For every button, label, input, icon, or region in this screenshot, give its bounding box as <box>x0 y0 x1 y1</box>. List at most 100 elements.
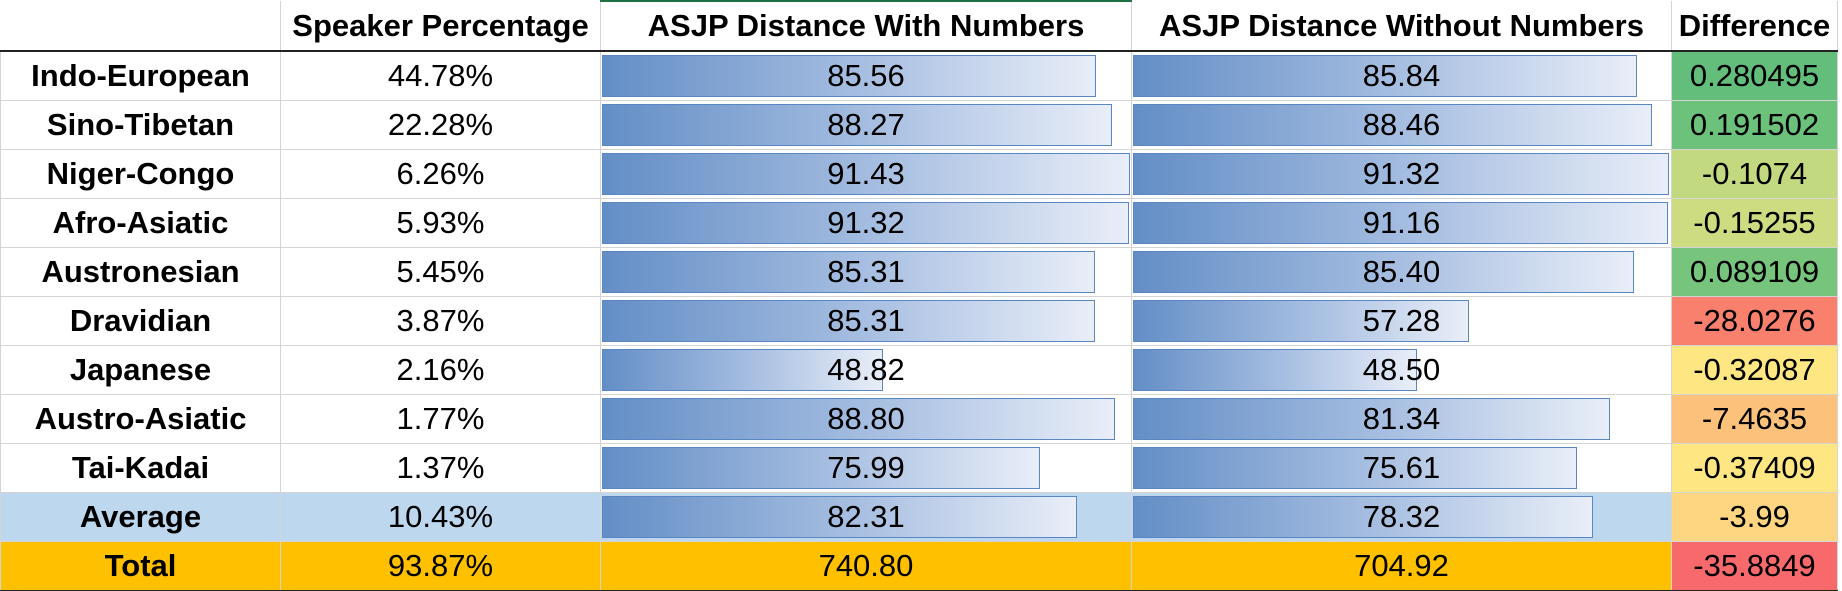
data-bar-cell[interactable]: 85.31 <box>600 296 1132 346</box>
data-bar <box>602 300 1095 342</box>
data-bar-cell[interactable]: 75.99 <box>600 443 1132 493</box>
table-row: Sino-Tibetan 22.28% 88.27 88.46 0.191502 <box>0 100 1838 150</box>
language-family-cell[interactable]: Tai-Kadai <box>0 443 281 493</box>
cell-value: 82.31 <box>827 499 905 534</box>
data-bar-cell[interactable]: 75.61 <box>1131 443 1672 493</box>
language-family-cell[interactable]: Indo-European <box>0 50 281 101</box>
data-bar-cell[interactable]: 48.82 <box>600 345 1132 395</box>
cell-value: 85.31 <box>827 254 905 289</box>
difference-cell[interactable]: -7.4635 <box>1671 394 1838 444</box>
header-cell-with-numbers[interactable]: ASJP Distance With Numbers <box>600 0 1132 52</box>
language-family-cell[interactable]: Afro-Asiatic <box>0 198 281 248</box>
speaker-percentage-cell[interactable]: 22.28% <box>280 100 601 150</box>
data-bar <box>1133 349 1417 391</box>
data-bar-cell[interactable]: 88.80 <box>600 394 1132 444</box>
cell-value: 88.27 <box>827 107 905 142</box>
language-family-cell[interactable]: Austronesian <box>0 247 281 297</box>
cell-value: 78.32 <box>1362 499 1441 534</box>
data-bar <box>602 349 884 391</box>
cell-value: 88.46 <box>1362 107 1441 142</box>
cell-value: 48.50 <box>1362 352 1441 387</box>
data-bar-cell[interactable]: 91.32 <box>1131 149 1672 199</box>
data-bar <box>602 104 1112 146</box>
average-difference-cell[interactable]: -3.99 <box>1671 492 1838 542</box>
cell-value: 88.80 <box>827 401 905 436</box>
data-bar-cell[interactable]: 57.28 <box>1131 296 1672 346</box>
data-bar-cell[interactable]: 91.43 <box>600 149 1132 199</box>
total-with-numbers-cell[interactable]: 740.80 <box>600 541 1132 591</box>
cell-value: 91.32 <box>827 205 905 240</box>
table-row: Dravidian 3.87% 85.31 57.28 -28.0276 <box>0 296 1838 346</box>
total-without-numbers-cell[interactable]: 704.92 <box>1131 541 1672 591</box>
table-row: Afro-Asiatic 5.93% 91.32 91.16 -0.15255 <box>0 198 1838 248</box>
cell-value: 85.56 <box>827 58 905 93</box>
header-cell-blank[interactable] <box>0 1 281 52</box>
cell-value: 91.32 <box>1362 156 1441 191</box>
language-family-cell[interactable]: Austro-Asiatic <box>0 394 281 444</box>
data-bar-cell[interactable]: 85.40 <box>1131 247 1672 297</box>
header-cell-speaker-percentage[interactable]: Speaker Percentage <box>280 1 601 52</box>
language-family-cell[interactable]: Japanese <box>0 345 281 395</box>
data-bar-cell[interactable]: 78.32 <box>1131 492 1672 542</box>
data-bar-cell[interactable]: 85.84 <box>1131 50 1672 101</box>
language-family-cell[interactable]: Dravidian <box>0 296 281 346</box>
data-bar <box>1133 398 1611 440</box>
language-family-cell[interactable]: Sino-Tibetan <box>0 100 281 150</box>
data-bar <box>1133 104 1653 146</box>
speaker-percentage-cell[interactable]: 3.87% <box>280 296 601 346</box>
average-speaker-cell[interactable]: 10.43% <box>280 492 601 542</box>
language-family-cell[interactable]: Niger-Congo <box>0 149 281 199</box>
data-bar <box>602 153 1130 195</box>
cell-value: 75.61 <box>1362 450 1441 485</box>
data-bar <box>602 55 1096 97</box>
average-label-cell[interactable]: Average <box>0 492 281 542</box>
data-bar <box>1133 202 1669 244</box>
total-speaker-cell[interactable]: 93.87% <box>280 541 601 591</box>
header-row: Speaker Percentage ASJP Distance With Nu… <box>0 0 1838 52</box>
header-cell-without-numbers[interactable]: ASJP Distance Without Numbers <box>1131 1 1672 52</box>
data-bar-cell[interactable]: 82.31 <box>600 492 1132 542</box>
difference-cell[interactable]: 0.089109 <box>1671 247 1838 297</box>
cell-value: 85.84 <box>1362 58 1441 93</box>
speaker-percentage-cell[interactable]: 2.16% <box>280 345 601 395</box>
data-bar-cell[interactable]: 48.50 <box>1131 345 1672 395</box>
cell-value: 91.16 <box>1362 205 1441 240</box>
difference-cell[interactable]: -0.15255 <box>1671 198 1838 248</box>
speaker-percentage-cell[interactable]: 6.26% <box>280 149 601 199</box>
table-row: Tai-Kadai 1.37% 75.99 75.61 -0.37409 <box>0 443 1838 493</box>
difference-cell[interactable]: -0.32087 <box>1671 345 1838 395</box>
header-cell-difference[interactable]: Difference <box>1671 1 1838 52</box>
total-difference-cell[interactable]: -35.8849 <box>1671 541 1838 591</box>
speaker-percentage-cell[interactable]: 1.77% <box>280 394 601 444</box>
speaker-percentage-cell[interactable]: 5.45% <box>280 247 601 297</box>
data-bar-cell[interactable]: 81.34 <box>1131 394 1672 444</box>
data-bar <box>1133 251 1635 293</box>
table-row: Niger-Congo 6.26% 91.43 91.32 -0.1074 <box>0 149 1838 199</box>
cell-value: 85.31 <box>827 303 905 338</box>
table-row: Indo-European 44.78% 85.56 85.84 0.28049… <box>0 50 1838 101</box>
difference-cell[interactable]: -0.37409 <box>1671 443 1838 493</box>
difference-cell[interactable]: 0.191502 <box>1671 100 1838 150</box>
speaker-percentage-cell[interactable]: 1.37% <box>280 443 601 493</box>
data-bar-cell[interactable]: 85.56 <box>600 50 1132 101</box>
data-bar <box>1133 496 1593 538</box>
data-bar <box>602 447 1041 489</box>
data-bar-cell[interactable]: 91.32 <box>600 198 1132 248</box>
total-label-cell[interactable]: Total <box>0 541 281 591</box>
difference-cell[interactable]: 0.280495 <box>1671 50 1838 101</box>
data-bar-cell[interactable]: 88.46 <box>1131 100 1672 150</box>
speaker-percentage-cell[interactable]: 44.78% <box>280 50 601 101</box>
data-bar <box>1133 300 1469 342</box>
cell-value: 91.43 <box>827 156 905 191</box>
data-bar <box>602 496 1078 538</box>
difference-cell[interactable]: -0.1074 <box>1671 149 1838 199</box>
data-bar <box>602 398 1115 440</box>
data-bar-cell[interactable]: 88.27 <box>600 100 1132 150</box>
data-bar-cell[interactable]: 91.16 <box>1131 198 1672 248</box>
table-row: Austro-Asiatic 1.77% 88.80 81.34 -7.4635 <box>0 394 1838 444</box>
data-bar-cell[interactable]: 85.31 <box>600 247 1132 297</box>
speaker-percentage-cell[interactable]: 5.93% <box>280 198 601 248</box>
difference-cell[interactable]: -28.0276 <box>1671 296 1838 346</box>
